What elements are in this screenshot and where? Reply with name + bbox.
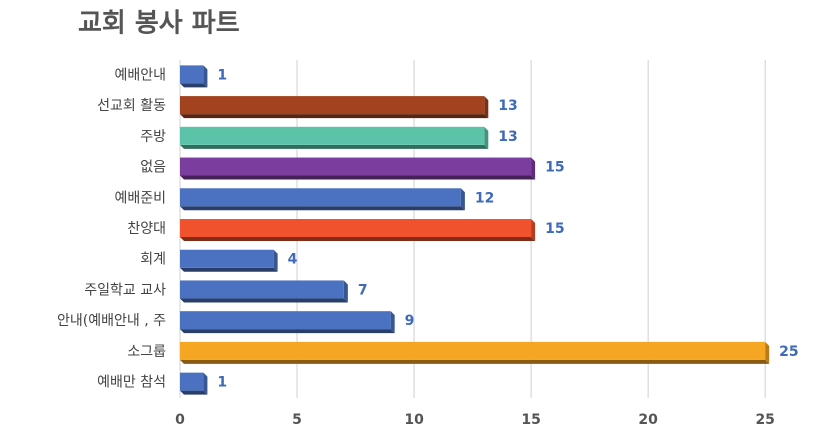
x-tick-label: 0 <box>175 412 185 428</box>
bar <box>180 341 766 360</box>
bar <box>180 96 485 115</box>
bar-bottom <box>180 83 208 88</box>
value-label: 25 <box>779 344 798 360</box>
bar <box>180 157 532 176</box>
category-label: 예배만 참석 <box>97 375 166 391</box>
value-label: 13 <box>498 129 517 145</box>
category-label: 안내(예배안내 , 주 <box>57 313 166 329</box>
bar <box>180 249 274 268</box>
bar <box>180 280 344 299</box>
bar-side <box>203 65 208 88</box>
bar <box>180 65 204 84</box>
bar <box>180 219 532 237</box>
category-label: 찬양대 <box>127 221 166 237</box>
bar-bottom <box>180 298 348 303</box>
value-label: 9 <box>405 313 415 329</box>
bar-bottom <box>180 114 489 119</box>
value-label: 1 <box>217 67 227 83</box>
category-label: 예배안내 <box>114 67 166 83</box>
value-label: 7 <box>358 282 368 298</box>
x-tick-label: 20 <box>638 412 658 428</box>
bar-bottom <box>180 390 208 395</box>
bar-bottom <box>180 144 489 149</box>
value-label: 1 <box>217 375 227 391</box>
chart-title: 교회 봉사 파트 <box>78 9 240 39</box>
bar-side <box>460 188 465 211</box>
category-label: 주일학교 교사 <box>84 282 166 298</box>
category-label: 예배준비 <box>114 190 166 206</box>
bar-side <box>273 249 278 272</box>
bar-side <box>484 126 489 149</box>
category-label: 없음 <box>140 160 166 176</box>
x-tick-label: 5 <box>292 412 302 428</box>
value-label: 13 <box>498 98 517 114</box>
bar-bottom <box>180 329 395 334</box>
bar-bottom <box>180 206 465 211</box>
bar <box>180 311 391 330</box>
bar-side <box>765 341 770 364</box>
bar-bottom <box>180 237 536 241</box>
x-tick-label: 25 <box>755 412 774 428</box>
bar-bottom <box>180 267 278 272</box>
value-label: 4 <box>288 252 298 268</box>
bar-side <box>531 157 536 180</box>
bar-side <box>531 219 536 241</box>
x-tick-label: 10 <box>404 412 424 428</box>
bar <box>180 126 485 145</box>
x-tick-label: 15 <box>521 412 540 428</box>
bar-bottom <box>180 175 536 180</box>
category-label: 회계 <box>140 252 166 268</box>
bar-bottom <box>180 359 770 364</box>
bar-side <box>203 372 208 395</box>
category-label: 소그룹 <box>127 344 166 360</box>
bar-side <box>343 280 348 303</box>
category-label: 선교회 활동 <box>97 98 166 114</box>
value-label: 12 <box>475 190 494 206</box>
bar <box>180 372 204 391</box>
bar-side <box>390 311 395 334</box>
value-label: 15 <box>545 221 564 237</box>
category-label: 주방 <box>140 129 166 145</box>
bar-side <box>484 96 489 119</box>
value-label: 15 <box>545 160 564 176</box>
bar <box>180 188 461 207</box>
